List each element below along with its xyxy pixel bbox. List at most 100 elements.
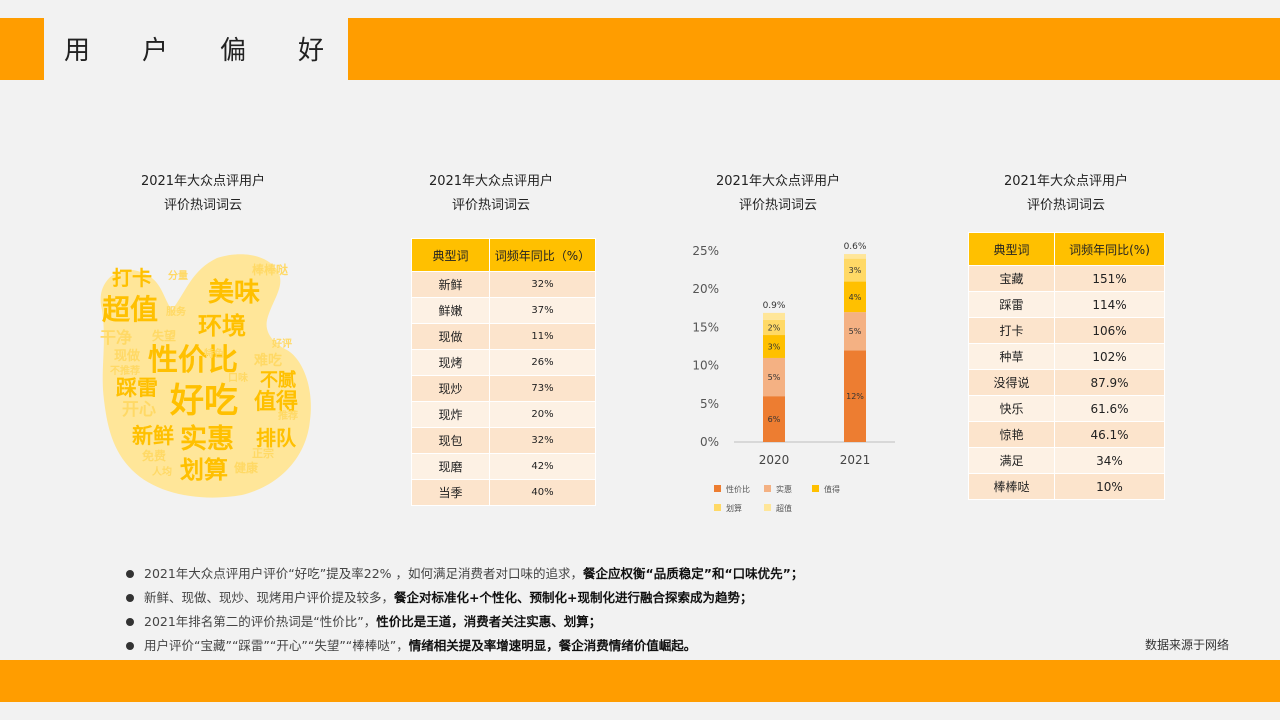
bullet-item: 2021年大众点评用户评价“好吃”提及率22% ，如何满足消费者对口味的追求，餐… xyxy=(124,562,1084,586)
cloud-word: 健康 xyxy=(234,461,259,475)
bullet-emphasis: 餐企应权衡“品质稳定”和“口味优先”； xyxy=(583,566,804,581)
cloud-word: 现做 xyxy=(114,349,141,364)
table-cell: 20% xyxy=(489,401,596,428)
table-cell: 现包 xyxy=(411,427,490,454)
bullet-item: 新鲜、现做、现炒、现烤用户评价提及较多，餐企对标准化+个性化、预制化+现制化进行… xyxy=(124,586,1084,610)
y-tick-label: 10% xyxy=(692,359,719,373)
bullet-dot-icon xyxy=(126,594,134,602)
bar-segment xyxy=(763,335,785,358)
table-cell: 现做 xyxy=(411,323,490,350)
table-cell: 新鲜 xyxy=(411,271,490,298)
table-row: 宝藏 151% xyxy=(968,265,1165,292)
table-row: 当季 40% xyxy=(411,479,596,506)
legend-swatch xyxy=(714,485,721,492)
bar-segment xyxy=(844,281,866,313)
cloud-word: 开心 xyxy=(122,400,156,420)
cloud-word: 难吃 xyxy=(254,353,282,369)
insight-bullets: 2021年大众点评用户评价“好吃”提及率22% ，如何满足消费者对口味的追求，餐… xyxy=(124,562,1084,658)
table-row: 快乐 61.6% xyxy=(968,395,1165,422)
table-row: 踩雷 114% xyxy=(968,291,1165,318)
cloud-word: 排队 xyxy=(256,426,296,450)
cloud-word: 棒棒哒 xyxy=(252,263,289,277)
cloud-word: 美味 xyxy=(208,278,261,308)
cloud-word: 不腻 xyxy=(260,370,296,391)
panel-caption-chart: 2021年大众点评用户 评价热词词云 xyxy=(668,170,888,218)
caption-line: 2021年大众点评用户 xyxy=(715,174,841,189)
keyword-table-emotion: 典型词 词频年同比(%) 宝藏 151% 踩雷 114% 打卡 106% 种草 102%… xyxy=(968,232,1165,500)
caption-line: 评价热词词云 xyxy=(451,198,530,213)
table-cell: 32% xyxy=(489,271,596,298)
table-cell: 棒棒哒 xyxy=(968,473,1055,500)
cloud-word: 实惠 xyxy=(180,424,234,455)
table-cell: 当季 xyxy=(411,479,490,506)
data-label: 5% xyxy=(849,327,862,336)
legend-label: 实惠 xyxy=(776,484,792,494)
data-label: 0.6% xyxy=(844,242,867,252)
table-header: 典型词 xyxy=(411,238,490,272)
panel-caption-table1: 2021年大众点评用户 评价热词词云 xyxy=(381,170,601,218)
header-title-box xyxy=(38,18,348,80)
panel-caption-table2: 2021年大众点评用户 评价热词词云 xyxy=(956,170,1176,218)
bullet-text: 2021年大众点评用户评价“好吃”提及率22% ，如何满足消费者对口味的追求， xyxy=(144,566,584,581)
cloud-word: 超值 xyxy=(102,293,159,326)
table-cell: 现炸 xyxy=(411,401,490,428)
word-cloud-shape xyxy=(100,254,311,498)
table-cell: 惊艳 xyxy=(968,421,1055,448)
table-cell: 73% xyxy=(489,375,596,402)
bullet-dot-icon xyxy=(126,642,134,650)
legend-label: 划算 xyxy=(726,503,742,513)
data-label: 5% xyxy=(768,373,781,382)
caption-line: 2021年大众点评用户 xyxy=(1003,174,1129,189)
table-cell: 踩雷 xyxy=(968,291,1055,318)
table-cell: 鲜嫩 xyxy=(411,297,490,324)
bar-segment xyxy=(844,258,866,282)
table-row: 现炸 20% xyxy=(411,401,596,428)
legend-label: 性价比 xyxy=(726,484,750,494)
cloud-word: 值得 xyxy=(254,390,299,415)
table-cell: 现烤 xyxy=(411,349,490,376)
table-cell: 现炒 xyxy=(411,375,490,402)
cloud-word: 划算 xyxy=(180,456,228,484)
panel-caption-wordcloud: 2021年大众点评用户 评价热词词云 xyxy=(93,170,313,218)
table-cell: 11% xyxy=(489,323,596,350)
cloud-word: 失望 xyxy=(152,329,177,343)
table-row: 没得说 87.9% xyxy=(968,369,1165,396)
x-tick-label: 2020 xyxy=(759,453,790,467)
cloud-word: 口味 xyxy=(228,373,248,384)
data-label: 4% xyxy=(849,293,862,302)
legend-swatch xyxy=(764,485,771,492)
data-label: 3% xyxy=(849,266,862,275)
cloud-word: 好吃 xyxy=(170,381,238,421)
table-row: 现烤 26% xyxy=(411,349,596,376)
cloud-word: 打卡 xyxy=(112,266,152,290)
cloud-word: 推荐 xyxy=(278,411,298,422)
keyword-table-freshness: 典型词 词频年同比（%） 新鲜 32% 鲜嫩 37% 现做 11% 现烤 26% 现炒 7… xyxy=(411,238,596,506)
table-cell: 打卡 xyxy=(968,317,1055,344)
cloud-word: 免费 xyxy=(142,449,167,463)
table-header: 典型词 xyxy=(968,232,1055,266)
legend-label: 超值 xyxy=(776,503,792,513)
bar-segment xyxy=(763,357,785,397)
data-label: 3% xyxy=(768,343,781,352)
cloud-word: 环境 xyxy=(198,312,246,340)
bullet-emphasis: 性价比是王道，消费者关注实惠、划算； xyxy=(376,614,602,629)
cloud-word: 人均 xyxy=(152,467,172,478)
legend-swatch xyxy=(812,485,819,492)
table-cell: 没得说 xyxy=(968,369,1055,396)
table-cell: 宝藏 xyxy=(968,265,1055,292)
caption-line: 评价热词词云 xyxy=(738,198,817,213)
cloud-word: 特色 xyxy=(204,349,224,360)
table-row: 种草 102% xyxy=(968,343,1165,370)
bar-segment xyxy=(763,319,785,336)
x-tick-label: 2021 xyxy=(840,453,871,467)
y-tick-label: 0% xyxy=(700,435,719,449)
table-cell: 37% xyxy=(489,297,596,324)
table-cell: 106% xyxy=(1054,317,1165,344)
caption-line: 2021年大众点评用户 xyxy=(428,174,554,189)
table-row: 惊艳 46.1% xyxy=(968,421,1165,448)
caption-line: 2021年大众点评用户 xyxy=(140,174,266,189)
data-source-note: 数据来源于网络 xyxy=(1144,638,1229,652)
cloud-word: 性价比 xyxy=(148,343,238,378)
table-row: 鲜嫩 37% xyxy=(411,297,596,324)
table-cell: 32% xyxy=(489,427,596,454)
